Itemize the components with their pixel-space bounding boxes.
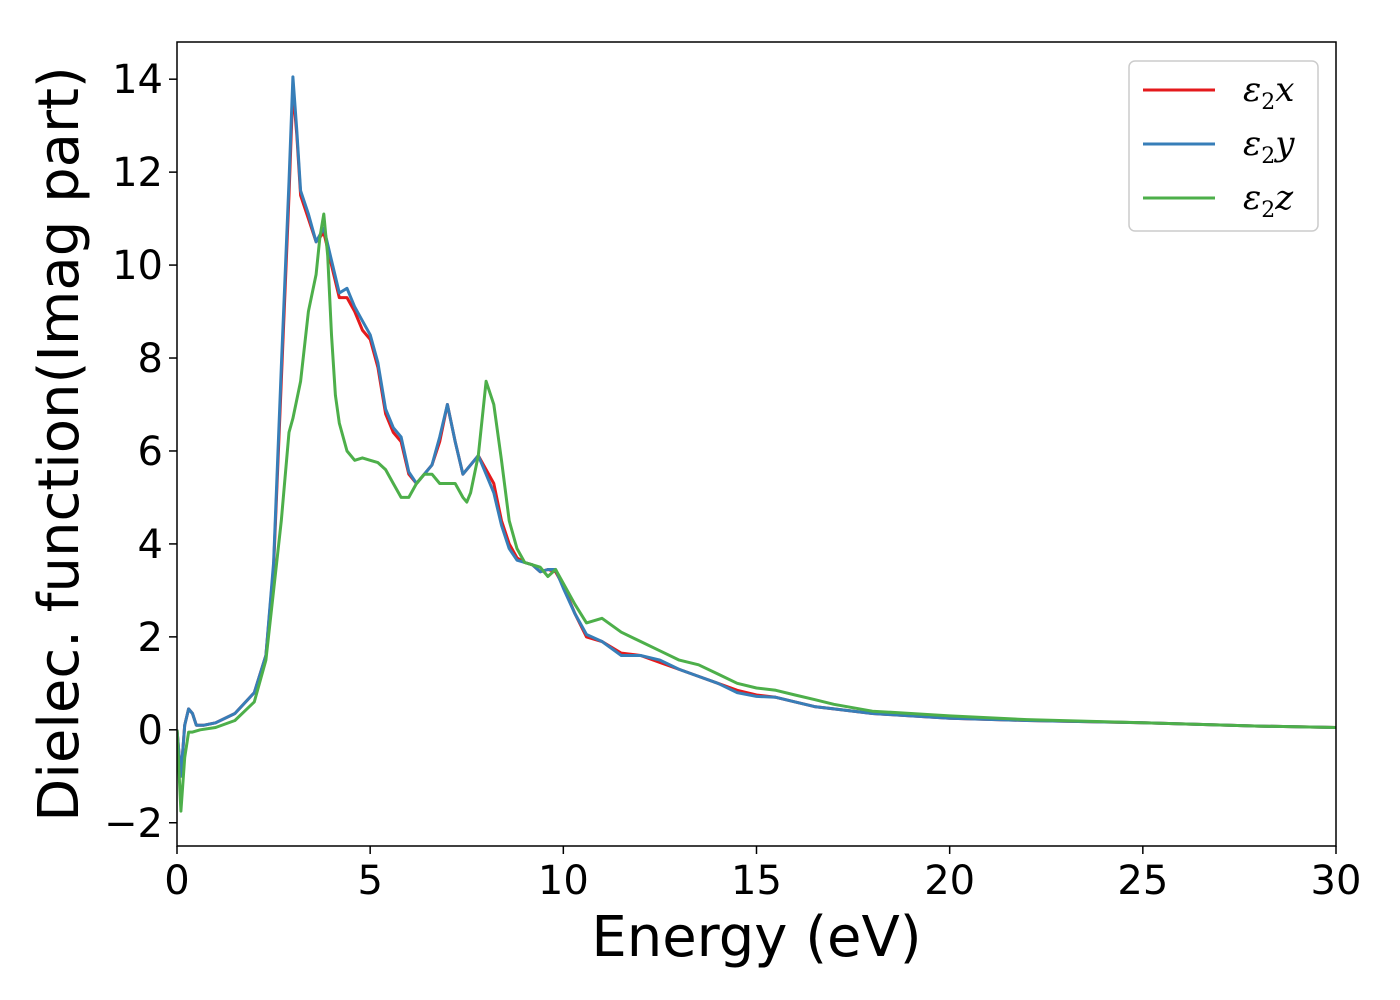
x-tick-label: 15 — [731, 858, 782, 904]
y-tick-label: −2 — [104, 801, 163, 847]
legend-entry-z: ε2z — [1243, 178, 1294, 223]
y-tick-label: 6 — [138, 429, 163, 475]
legend: ε2x ε2y ε2z — [1128, 60, 1319, 232]
x-tick-label: 5 — [357, 858, 382, 904]
y-tick-label: 14 — [112, 57, 163, 103]
series-line-z — [177, 212, 1336, 813]
x-axis: 0 5 10 15 20 25 30 — [164, 846, 1361, 904]
x-tick-label: 25 — [1117, 858, 1168, 904]
legend-entry-y: ε2y — [1243, 124, 1295, 169]
legend-entry-x: ε2x — [1243, 70, 1294, 115]
y-axis-label: Dielec. function(Imag part) — [27, 66, 92, 822]
series-layer — [177, 75, 1336, 813]
y-tick-label: 2 — [138, 615, 163, 661]
y-tick-label: 4 — [138, 522, 163, 568]
y-axis: −2 0 2 4 6 8 10 12 14 — [104, 57, 177, 847]
x-axis-label: Energy (eV) — [591, 905, 921, 970]
y-tick-label: 0 — [138, 708, 163, 754]
y-tick-label: 10 — [112, 243, 163, 289]
y-tick-label: 12 — [112, 150, 163, 196]
x-tick-label: 30 — [1311, 858, 1362, 904]
series-line-y — [177, 75, 1336, 778]
x-tick-label: 10 — [538, 858, 589, 904]
y-tick-label: 8 — [138, 336, 163, 382]
legend-box — [1128, 60, 1319, 232]
x-tick-label: 20 — [924, 858, 975, 904]
x-tick-label: 0 — [164, 858, 189, 904]
